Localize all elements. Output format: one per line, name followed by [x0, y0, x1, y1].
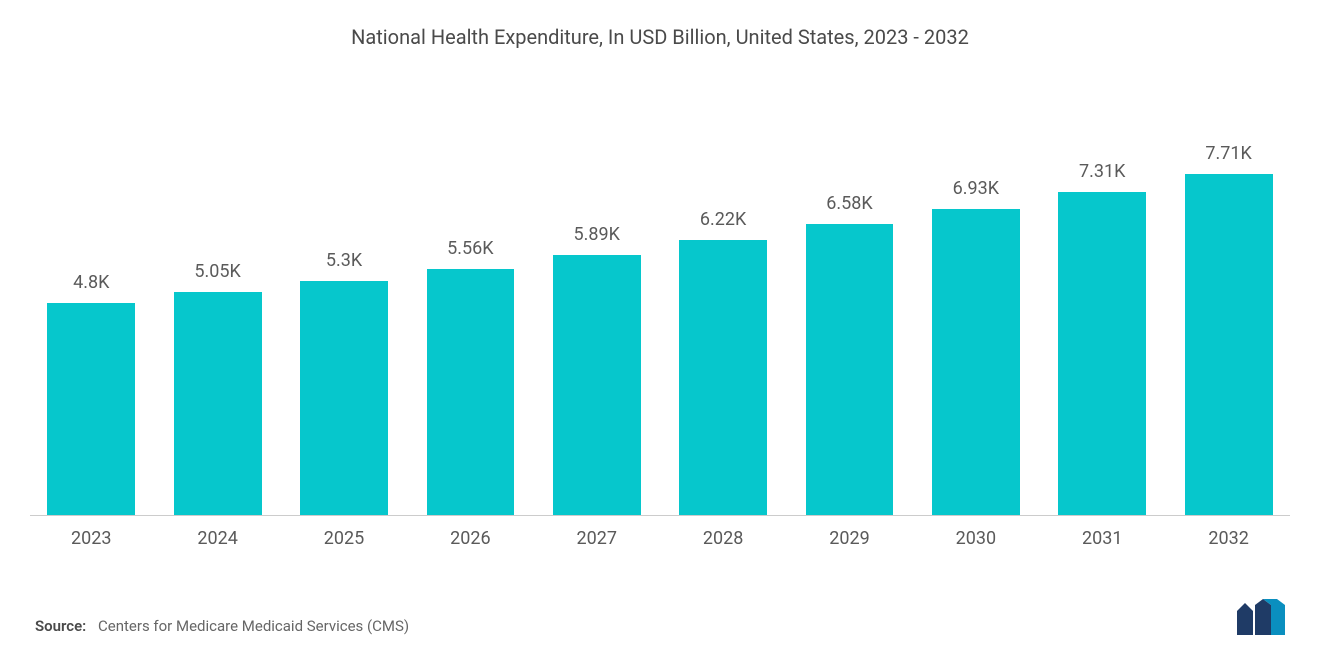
source-text: Centers for Medicare Medicaid Services (… — [98, 617, 409, 635]
source-label: Source: — [35, 617, 86, 635]
bar-group: 6.22K — [667, 109, 780, 515]
plot-area: 4.8K 5.05K 5.3K 5.56K 5.89K 6.22K 6.58K 6.93K 7.… — [30, 109, 1290, 516]
bar-group: 5.3K — [288, 109, 401, 515]
bar-value-label: 5.89K — [574, 224, 620, 245]
x-axis-label: 2031 — [1046, 528, 1159, 549]
bar — [427, 269, 515, 515]
x-axis-label: 2027 — [541, 528, 654, 549]
bar-group: 6.58K — [793, 109, 906, 515]
chart-container: National Health Expenditure, In USD Bill… — [0, 0, 1320, 665]
x-axis-label: 2032 — [1172, 528, 1285, 549]
x-axis-labels: 2023 2024 2025 2026 2027 2028 2029 2030 2031 2032 — [30, 516, 1290, 549]
brand-logo — [1237, 599, 1285, 635]
bar-value-label: 6.58K — [826, 193, 872, 214]
bar-value-label: 6.22K — [700, 209, 746, 230]
bar-group: 7.31K — [1046, 109, 1159, 515]
bar-value-label: 5.3K — [326, 250, 362, 271]
bar-group: 7.71K — [1172, 109, 1285, 515]
bar — [47, 303, 135, 515]
bar-group: 5.89K — [541, 109, 654, 515]
x-axis-label: 2024 — [161, 528, 274, 549]
x-axis-label: 2028 — [667, 528, 780, 549]
bar-group: 5.05K — [161, 109, 274, 515]
x-axis-label: 2030 — [920, 528, 1033, 549]
bar — [1058, 192, 1146, 515]
bar-group: 4.8K — [35, 109, 148, 515]
bar-group: 6.93K — [920, 109, 1033, 515]
bar-value-label: 7.31K — [1079, 161, 1125, 182]
bar — [1185, 174, 1273, 515]
bar-value-label: 5.56K — [447, 238, 493, 259]
bar-value-label: 6.93K — [953, 178, 999, 199]
x-axis-label: 2029 — [793, 528, 906, 549]
bar-value-label: 5.05K — [194, 261, 240, 282]
source-line: Source: Centers for Medicare Medicaid Se… — [35, 617, 409, 635]
bar — [679, 240, 767, 515]
chart-title: National Health Expenditure, In USD Bill… — [30, 25, 1290, 49]
x-axis-label: 2023 — [35, 528, 148, 549]
bar — [300, 281, 388, 515]
bar-value-label: 4.8K — [73, 272, 109, 293]
bar-group: 5.56K — [414, 109, 527, 515]
x-axis-label: 2026 — [414, 528, 527, 549]
chart-footer: Source: Centers for Medicare Medicaid Se… — [30, 599, 1290, 635]
bar — [553, 255, 641, 515]
x-axis-label: 2025 — [288, 528, 401, 549]
bar — [806, 224, 894, 515]
bar-value-label: 7.71K — [1205, 143, 1251, 164]
bar — [932, 209, 1020, 515]
bar — [174, 292, 262, 515]
